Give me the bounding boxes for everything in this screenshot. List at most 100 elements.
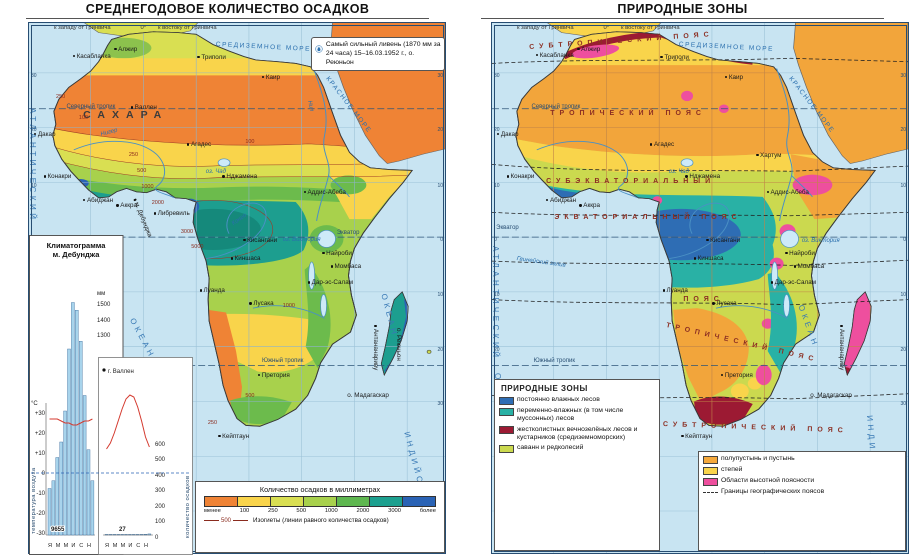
city-label: Хартум — [756, 152, 781, 159]
city-label: Либревиль — [154, 210, 190, 217]
city-label: Каир — [725, 74, 743, 81]
ramp-cell — [205, 497, 238, 506]
mm-tick: 500 — [155, 457, 166, 463]
city-label: Триполи — [197, 54, 225, 61]
left-map-labels: Касабланка Алжир Триполи Каир Валлен Дакар Ага… — [29, 23, 445, 553]
water-label: Нигер — [99, 127, 118, 138]
zone-label: ПОЯС — [683, 295, 724, 303]
ramp-cell — [271, 497, 304, 506]
precip-legend-title: Количество осадков в миллиметрах — [259, 485, 381, 494]
water-label: оз. Виктория — [801, 237, 840, 244]
scale-west: к западу от Гринвича — [53, 25, 111, 31]
climatogram-title-1: Климатограмма — [47, 241, 107, 250]
title-rule — [481, 18, 884, 19]
debundzha-precip-bars — [47, 302, 95, 536]
isohyet-sample-value: 500 — [221, 517, 232, 524]
legend-item: Границы географических поясов — [703, 488, 901, 496]
city-label: Претория — [258, 372, 290, 379]
top-graticule-scale: к западу от Гринвича 0° к востоку от Гри… — [29, 25, 445, 34]
line-label-label: Экватор — [336, 229, 360, 236]
iso-label: 100 — [245, 138, 255, 145]
svg-text:М: М — [56, 543, 61, 549]
mm-tick: 400 — [155, 473, 166, 479]
city-label: Момбаса — [794, 263, 824, 270]
zone-color-swatch — [703, 477, 718, 486]
natural-zones-legend-2: полупустынь и пустынь степей Области высот… — [698, 451, 906, 551]
latitude-tick: 20 — [900, 127, 906, 134]
zones-legend-col1: постоянно влажных лесов переменно-влажных… — [499, 396, 655, 453]
city-label: Конакри — [507, 173, 534, 180]
lakes — [680, 158, 799, 318]
city-label: Лусака — [712, 300, 736, 307]
island-label: о. Мадагаскар — [810, 391, 852, 399]
city-label: Кейптаун — [681, 433, 712, 440]
legend-label: переменно-влажных (в том числе муссонных… — [517, 407, 624, 423]
iso-label: 250 — [56, 93, 66, 100]
latitude-tick: 0 — [440, 237, 443, 244]
zone-label: ЭКВАТОРИАЛЬНЫЙ ПОЯС — [554, 213, 742, 221]
zone-color-swatch — [499, 396, 514, 405]
debundzha-temp-curve — [49, 418, 93, 426]
mm-unit: мм — [97, 291, 105, 297]
water-label: оз. Виктория — [282, 236, 321, 243]
city-label: Абиджан — [546, 197, 576, 204]
zones-legend-col2: полупустынь и пустынь степей Области высот… — [703, 455, 901, 496]
city-label: Дакар — [34, 131, 56, 138]
scale-west: к западу от Гринвича — [516, 25, 574, 31]
climatogram-title-2: м. Дебунджа — [53, 250, 101, 259]
top-graticule-scale: к западу от Гринвича 0° к востоку от Гри… — [492, 25, 908, 34]
svg-text:Н: Н — [87, 543, 91, 549]
city-label: Кейптаун — [218, 433, 249, 440]
city-label: Нджамена — [685, 173, 720, 180]
ocean-label: ОКЕАН — [379, 293, 400, 339]
arabia — [793, 23, 908, 164]
isohyet-label: Изогиеты (линии равного количества осадк… — [253, 517, 389, 524]
city-label: Найроби — [785, 250, 815, 257]
city-label: Найроби — [322, 250, 352, 257]
reunion-island — [426, 349, 432, 354]
iso-label: 1000 — [141, 183, 154, 190]
ramp-tick: 1000 — [324, 508, 338, 514]
city-label: Киншаса — [231, 255, 261, 262]
ramp-tick: 3000 — [388, 508, 401, 514]
water-label: Нил — [306, 99, 315, 112]
latitude-tick: 20 — [494, 127, 500, 134]
zone-color-swatch — [499, 407, 514, 416]
title-rule — [26, 18, 429, 19]
latitude-tick: 30 — [31, 72, 37, 79]
latitude-tick: 20 — [900, 346, 906, 353]
city-label: Конакри — [44, 173, 71, 180]
lakes — [217, 158, 336, 318]
iso-label: 1000 — [282, 302, 295, 309]
line-label-label: Экватор — [496, 225, 519, 232]
svg-text:И: И — [71, 543, 75, 549]
latitude-tick: 30 — [437, 401, 443, 408]
legend-label: степей — [721, 466, 743, 473]
city-label: Абиджан — [83, 197, 113, 204]
city-label: Дар-эс-Салам — [308, 279, 353, 286]
temp-tick: 0 — [42, 471, 46, 477]
mm-tick: 200 — [155, 504, 166, 510]
latitude-tick: 30 — [900, 401, 906, 408]
ramp-tick-labels: менее 100 250 500 1000 2000 3000 более — [204, 508, 436, 514]
ramp-tick: более — [419, 508, 436, 514]
temp-tick: +30 — [35, 411, 46, 417]
latitude-tick: 30 — [437, 72, 443, 79]
city-label: Касабланка — [73, 53, 111, 60]
city-label: Лусака — [249, 300, 273, 307]
vallen-temp-curve — [106, 394, 150, 450]
temp-tick: +20 — [35, 431, 46, 437]
temp-tick: -20 — [36, 511, 45, 517]
ramp-tick: менее — [204, 508, 221, 514]
sea-label: СРЕДИЗЕМНОЕ МОРЕ — [678, 41, 775, 54]
iso-label: 100 — [78, 114, 89, 121]
legend-item: саванн и редколесий — [499, 444, 655, 453]
city-label: Луанда — [663, 287, 687, 294]
legend-item: степей — [703, 466, 901, 475]
city-label: Дар-эс-Салам — [771, 279, 816, 286]
zone-color-swatch — [499, 426, 514, 435]
precip-axis-label: количество осадков — [185, 475, 191, 538]
latitude-tick: 20 — [31, 127, 37, 134]
ramp-cell — [238, 497, 271, 506]
city-label: Дакар — [497, 131, 519, 138]
